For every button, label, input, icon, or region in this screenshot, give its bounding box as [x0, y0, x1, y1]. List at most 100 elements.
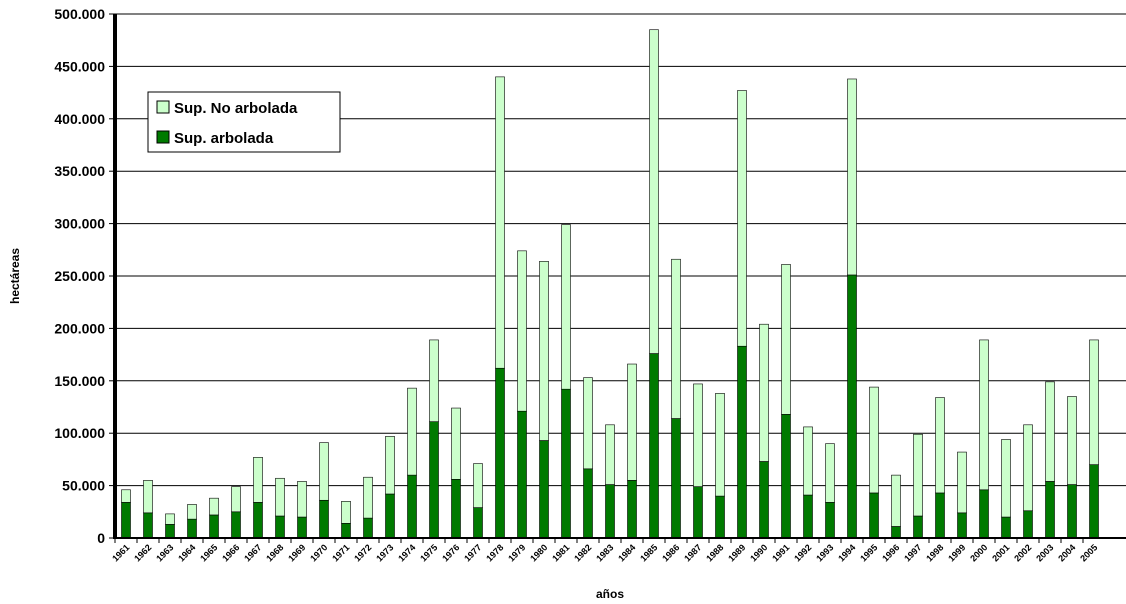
- bar-sup-no-arbolada-1969: [297, 481, 307, 518]
- x-tick-label: 1974: [396, 542, 417, 563]
- x-tick-label: 1999: [946, 542, 967, 563]
- bar-sup-no-arbolada-1988: [715, 393, 725, 497]
- bar-sup-arbolada-1978: [495, 367, 505, 539]
- y-tick-label: 0: [97, 530, 105, 546]
- bar-sup-arbolada-1967: [253, 502, 263, 539]
- bar-sup-arbolada-1968: [275, 515, 285, 539]
- bar-sup-no-arbolada-1985: [649, 29, 659, 354]
- bar-sup-no-arbolada-1992: [803, 426, 813, 496]
- x-tick-label: 1998: [924, 542, 945, 563]
- bar-sup-no-arbolada-1971: [341, 501, 351, 524]
- bar-sup-arbolada-1998: [935, 492, 945, 539]
- x-tick-label: 2005: [1078, 542, 1099, 563]
- bar-sup-arbolada-2004: [1067, 484, 1077, 539]
- bar-sup-no-arbolada-1999: [957, 451, 967, 514]
- bar-sup-no-arbolada-1977: [473, 463, 483, 508]
- x-tick-label: 1994: [836, 542, 857, 563]
- y-tick-label: 200.000: [54, 320, 105, 336]
- bar-sup-arbolada-1970: [319, 499, 329, 539]
- legend-label-arbolada: Sup. arbolada: [174, 130, 274, 147]
- x-tick-label: 1990: [748, 542, 769, 563]
- x-tick-label: 1993: [814, 542, 835, 563]
- bar-sup-arbolada-1972: [363, 517, 373, 539]
- x-tick-label: 1977: [462, 542, 483, 563]
- bar-sup-no-arbolada-1990: [759, 323, 769, 462]
- bar-sup-no-arbolada-1981: [561, 224, 571, 390]
- bars: [121, 29, 1099, 539]
- bar-sup-arbolada-1980: [539, 440, 549, 539]
- bar-sup-no-arbolada-1968: [275, 477, 285, 517]
- bar-sup-no-arbolada-1989: [737, 90, 747, 347]
- x-tick-label: 2001: [990, 542, 1011, 563]
- y-tick-labels: 0 50.000 100.000 150.000 200.000 250.000 300.0…: [54, 6, 115, 546]
- bar-sup-no-arbolada-1998: [935, 397, 945, 494]
- x-tick-label: 1982: [572, 542, 593, 563]
- x-tick-label: 1965: [198, 542, 219, 563]
- bar-sup-arbolada-1973: [385, 493, 395, 539]
- bar-sup-no-arbolada-1986: [671, 258, 681, 419]
- bar-sup-no-arbolada-2002: [1023, 424, 1033, 512]
- x-tick-label: 1997: [902, 542, 923, 563]
- bar-sup-no-arbolada-1973: [385, 436, 395, 495]
- x-tick-label: 1968: [264, 542, 285, 563]
- bar-sup-arbolada-1997: [913, 515, 923, 539]
- x-tick-label: 1979: [506, 542, 527, 563]
- bar-sup-arbolada-1990: [759, 461, 769, 539]
- x-tick-label: 1963: [154, 542, 175, 563]
- x-tick-label: 2003: [1034, 542, 1055, 563]
- bar-sup-no-arbolada-1979: [517, 250, 527, 412]
- bar-sup-arbolada-1996: [891, 526, 901, 539]
- x-tick-label: 1976: [440, 542, 461, 563]
- bar-sup-no-arbolada-1966: [231, 486, 241, 513]
- bar-sup-arbolada-1976: [451, 479, 461, 539]
- bar-sup-no-arbolada-1982: [583, 377, 593, 470]
- x-tick-label: 1971: [330, 542, 351, 563]
- x-tick-label: 1972: [352, 542, 373, 563]
- bar-sup-no-arbolada-1996: [891, 474, 901, 527]
- bar-sup-arbolada-1969: [297, 516, 307, 539]
- x-tick-label: 2004: [1056, 542, 1077, 563]
- x-tick-label: 1973: [374, 542, 395, 563]
- x-tick-label: 1987: [682, 542, 703, 563]
- bar-sup-no-arbolada-1974: [407, 387, 417, 476]
- x-tick-label: 1989: [726, 542, 747, 563]
- bar-sup-arbolada-1982: [583, 468, 593, 539]
- grid-lines: [115, 13, 1126, 487]
- y-tick-label: 400.000: [54, 111, 105, 127]
- bar-sup-no-arbolada-1997: [913, 433, 923, 517]
- bar-sup-arbolada-1995: [869, 492, 879, 539]
- x-tick-label: 1975: [418, 542, 439, 563]
- y-tick-label: 500.000: [54, 6, 105, 22]
- bar-sup-arbolada-1985: [649, 353, 659, 539]
- x-tick-label: 1964: [176, 542, 197, 563]
- bar-sup-no-arbolada-2005: [1089, 339, 1099, 465]
- bar-sup-arbolada-1965: [209, 514, 219, 539]
- bar-sup-no-arbolada-1995: [869, 386, 879, 494]
- x-tick-label: 1992: [792, 542, 813, 563]
- x-tick-label: 1984: [616, 542, 637, 563]
- y-tick-label: 50.000: [62, 478, 105, 494]
- bar-sup-arbolada-1979: [517, 410, 527, 539]
- legend-swatch-arbolada: [156, 130, 170, 144]
- bar-sup-arbolada-1989: [737, 345, 747, 539]
- bar-sup-no-arbolada-1991: [781, 264, 791, 415]
- bar-sup-no-arbolada-1975: [429, 339, 439, 422]
- bar-sup-arbolada-1993: [825, 502, 835, 539]
- x-axis-title: años: [596, 587, 624, 601]
- bar-sup-no-arbolada-2004: [1067, 396, 1077, 485]
- bar-sup-no-arbolada-2003: [1045, 381, 1055, 482]
- bar-sup-no-arbolada-1980: [539, 261, 549, 441]
- bar-sup-arbolada-1962: [143, 512, 153, 539]
- bar-sup-no-arbolada-1962: [143, 480, 153, 514]
- bar-sup-arbolada-1964: [187, 518, 197, 539]
- x-tick-label: 1995: [858, 542, 879, 563]
- legend-swatch-no-arbolada: [156, 100, 170, 114]
- bar-sup-no-arbolada-1987: [693, 383, 703, 487]
- bar-sup-arbolada-1986: [671, 418, 681, 539]
- bar-sup-no-arbolada-2000: [979, 339, 989, 491]
- x-tick-label: 1985: [638, 542, 659, 563]
- bar-sup-arbolada-1971: [341, 523, 351, 539]
- x-tick-label: 1961: [110, 542, 131, 563]
- y-tick-label: 150.000: [54, 373, 105, 389]
- x-tick-label: 1981: [550, 542, 571, 563]
